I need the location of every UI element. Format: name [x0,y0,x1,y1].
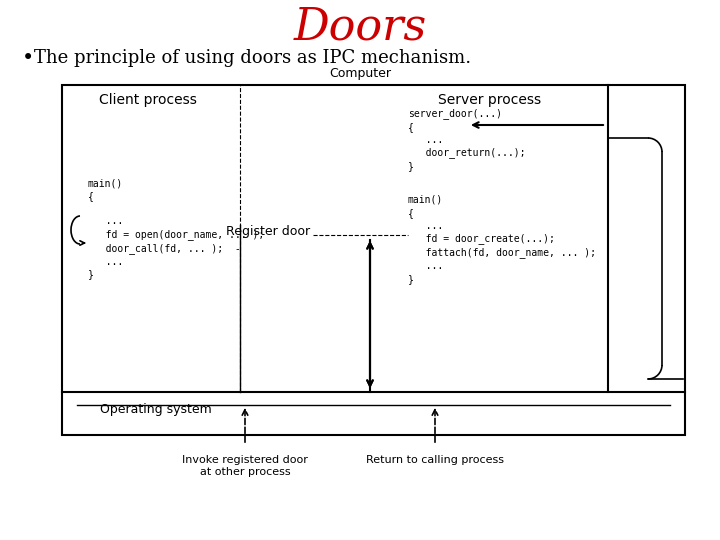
Text: The principle of using doors as IPC mechanism.: The principle of using doors as IPC mech… [34,49,471,67]
Text: Return to calling process: Return to calling process [366,455,504,465]
Text: Client process: Client process [99,93,197,107]
Text: Server process: Server process [438,93,541,107]
Text: main()
{
   ...
   fd = door_create(...);
   fattach(fd, door_name, ... );
   ..: main() { ... fd = door_create(...); fatt… [408,195,596,284]
Text: server_door(...)
{
   ...
   door_return(...);
}: server_door(...) { ... door_return(...);… [408,108,526,171]
Text: Doors: Doors [293,5,427,49]
Text: Operating system: Operating system [100,403,212,416]
Bar [62,85,685,435]
Text: Register door: Register door [226,226,310,239]
Text: •: • [22,48,35,68]
Text: Invoke registered door
at other process: Invoke registered door at other process [182,455,308,477]
Text: main()
{

   ...
   fd = open(door_name, ... );
   door_call(fd, ... );  -
   ..: main() { ... fd = open(door_name, ... );… [88,178,264,279]
Text: Computer: Computer [329,67,391,80]
